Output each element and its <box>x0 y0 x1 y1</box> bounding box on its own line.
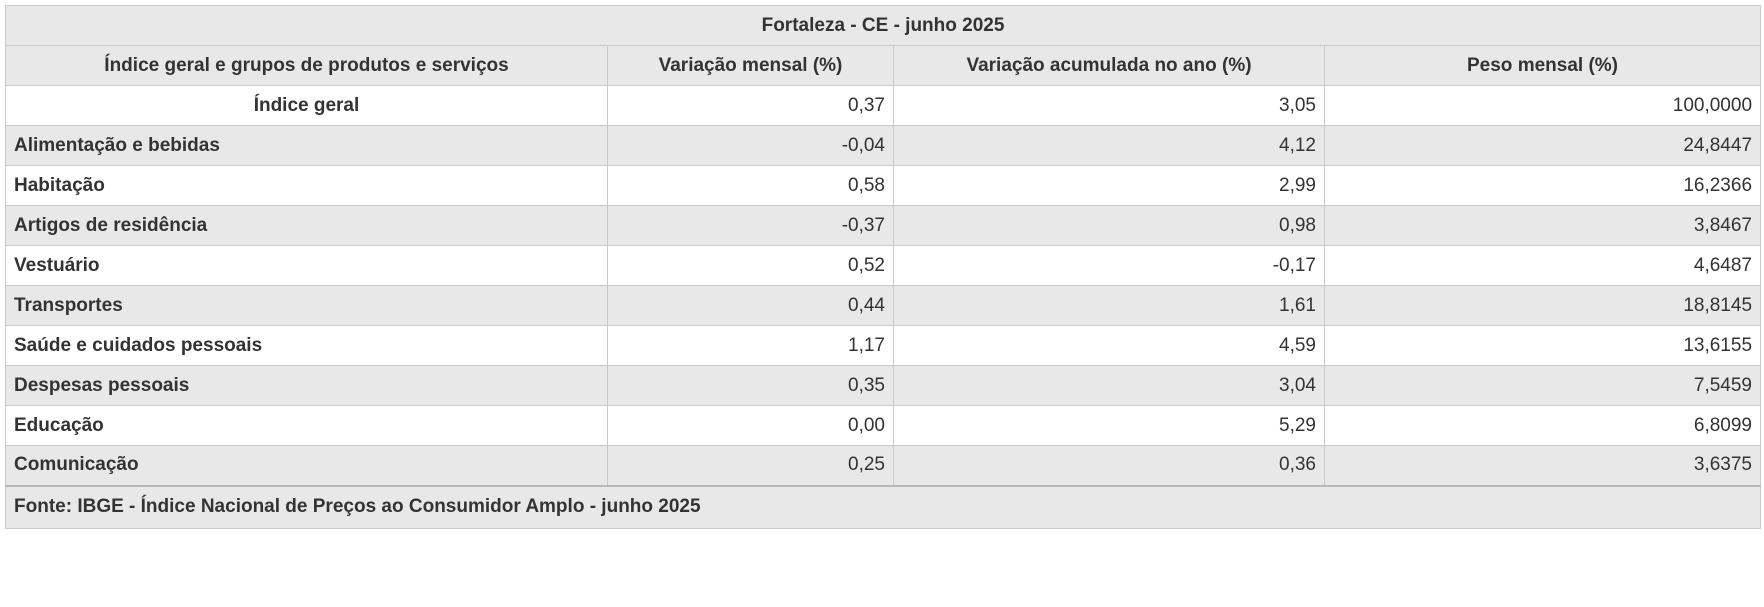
table-row: Vestuário 0,52 -0,17 4,6487 <box>5 245 1762 286</box>
cell-accumulated-variation: 5,29 <box>893 405 1325 446</box>
cell-monthly-weight: 6,8099 <box>1323 405 1762 446</box>
cell-monthly-variation: 0,52 <box>607 245 894 286</box>
table-row: Transportes 0,44 1,61 18,8145 <box>5 285 1762 326</box>
row-label: Índice geral <box>5 85 608 126</box>
cell-monthly-variation: 0,58 <box>607 165 894 206</box>
cell-accumulated-variation: 4,59 <box>893 325 1325 366</box>
row-label: Habitação <box>5 165 608 206</box>
cell-monthly-weight: 3,6375 <box>1323 445 1762 486</box>
cell-accumulated-variation: 3,05 <box>893 85 1325 126</box>
cell-accumulated-variation: -0,17 <box>893 245 1325 286</box>
cell-monthly-weight: 7,5459 <box>1323 365 1762 406</box>
cell-monthly-weight: 100,0000 <box>1323 85 1762 126</box>
row-label: Saúde e cuidados pessoais <box>5 325 608 366</box>
cell-monthly-weight: 24,8447 <box>1323 125 1762 166</box>
cell-monthly-variation: -0,37 <box>607 205 894 246</box>
cell-monthly-variation: 0,44 <box>607 285 894 326</box>
cell-accumulated-variation: 0,36 <box>893 445 1325 486</box>
column-header-monthly-variation: Variação mensal (%) <box>607 45 894 86</box>
cell-monthly-variation: 1,17 <box>607 325 894 366</box>
table-title-row: Fortaleza - CE - junho 2025 <box>4 5 1762 46</box>
table-row-general-index: Índice geral 0,37 3,05 100,0000 <box>5 85 1762 126</box>
cell-monthly-weight: 16,2366 <box>1323 165 1762 206</box>
column-header-accumulated-variation: Variação acumulada no ano (%) <box>893 45 1325 86</box>
column-header-monthly-weight: Peso mensal (%) <box>1323 45 1762 86</box>
table-row: Alimentação e bebidas -0,04 4,12 24,8447 <box>5 125 1762 166</box>
cell-accumulated-variation: 1,61 <box>893 285 1325 326</box>
cell-monthly-weight: 13,6155 <box>1323 325 1762 366</box>
row-label: Despesas pessoais <box>5 365 608 406</box>
row-label: Educação <box>5 405 608 446</box>
cell-accumulated-variation: 4,12 <box>893 125 1325 166</box>
cell-monthly-weight: 4,6487 <box>1323 245 1762 286</box>
ipca-table-container: Fortaleza - CE - junho 2025 Índice geral… <box>4 5 1762 529</box>
cell-monthly-variation: 0,25 <box>607 445 894 486</box>
cell-monthly-variation: 0,37 <box>607 85 894 126</box>
cell-accumulated-variation: 0,98 <box>893 205 1325 246</box>
table-header-row: Índice geral e grupos de produtos e serv… <box>5 45 1762 86</box>
table-row: Comunicação 0,25 0,36 3,6375 <box>5 445 1762 486</box>
column-header-group: Índice geral e grupos de produtos e serv… <box>5 45 608 86</box>
table-row: Educação 0,00 5,29 6,8099 <box>5 405 1762 446</box>
cell-monthly-variation: -0,04 <box>607 125 894 166</box>
row-label: Alimentação e bebidas <box>5 125 608 166</box>
ipca-table: Fortaleza - CE - junho 2025 Índice geral… <box>4 5 1762 529</box>
cell-accumulated-variation: 3,04 <box>893 365 1325 406</box>
row-label: Transportes <box>5 285 608 326</box>
cell-accumulated-variation: 2,99 <box>893 165 1325 206</box>
row-label: Vestuário <box>5 245 608 286</box>
table-row: Saúde e cuidados pessoais 1,17 4,59 13,6155 <box>5 325 1762 366</box>
table-row: Despesas pessoais 0,35 3,04 7,5459 <box>5 365 1762 406</box>
table-body: Índice geral 0,37 3,05 100,0000 Alimentação … <box>5 85 1762 486</box>
row-label: Comunicação <box>5 445 608 486</box>
table-footer-row: Fonte: IBGE - Índice Nacional de Preços … <box>4 484 1762 529</box>
table-row: Habitação 0,58 2,99 16,2366 <box>5 165 1762 206</box>
table-title: Fortaleza - CE - junho 2025 <box>4 5 1762 46</box>
row-label: Artigos de residência <box>5 205 608 246</box>
cell-monthly-weight: 3,8467 <box>1323 205 1762 246</box>
table-source-note: Fonte: IBGE - Índice Nacional de Preços … <box>4 484 1762 529</box>
cell-monthly-variation: 0,00 <box>607 405 894 446</box>
table-row: Artigos de residência -0,37 0,98 3,8467 <box>5 205 1762 246</box>
cell-monthly-weight: 18,8145 <box>1323 285 1762 326</box>
cell-monthly-variation: 0,35 <box>607 365 894 406</box>
